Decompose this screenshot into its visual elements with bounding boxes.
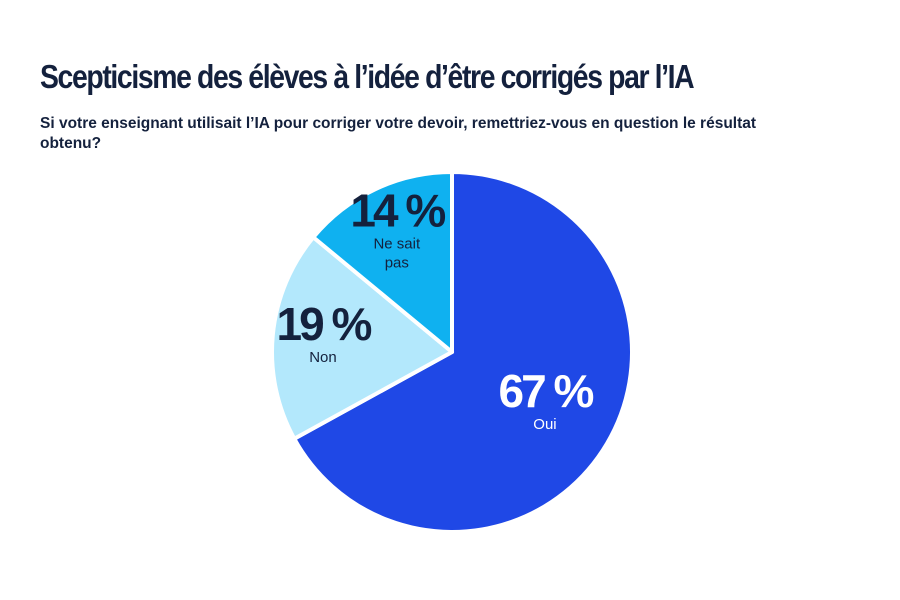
pie-slices bbox=[270, 170, 634, 534]
pie-labels: 67 %Oui 19 %Non 14 %Ne sait pas bbox=[277, 185, 597, 433]
slice-value-label: 67 % bbox=[499, 365, 594, 417]
slice-category-label: pas bbox=[385, 255, 409, 272]
slice-category-label: Non bbox=[309, 349, 337, 366]
slice-category-label: Oui bbox=[533, 416, 556, 433]
slice-value-label: 19 % bbox=[277, 298, 372, 350]
pie-slice-ne-sait-pas bbox=[311, 170, 454, 354]
pie-slice-oui bbox=[292, 170, 634, 534]
chart-title: Scepticisme des élèves à l’idée d’être c… bbox=[40, 58, 695, 95]
slice-value-label: 14 % bbox=[350, 185, 445, 237]
slice-category-label: Ne sait bbox=[373, 236, 421, 253]
pie-slice-non bbox=[270, 235, 454, 441]
chart-subtitle: Si votre enseignant utilisait l’IA pour … bbox=[40, 115, 757, 152]
